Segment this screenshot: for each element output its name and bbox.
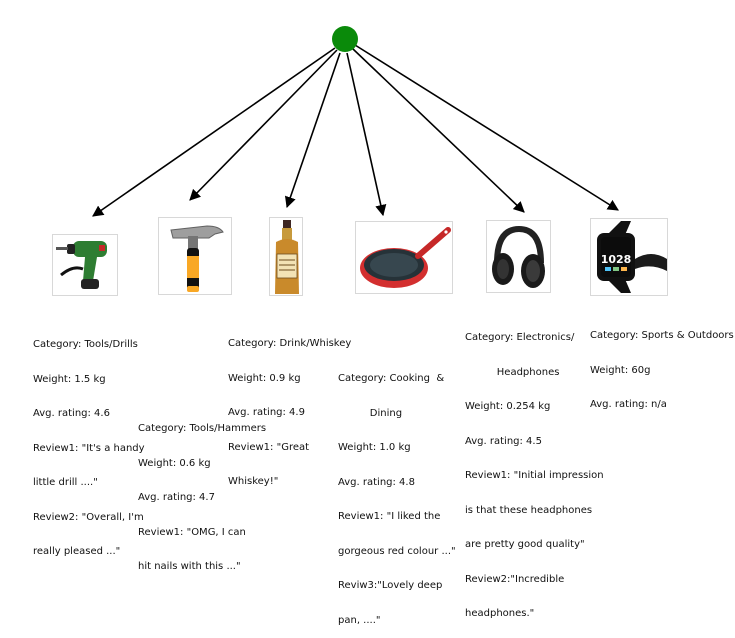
edges	[92, 44, 619, 217]
smartwatch-icon: 1028	[597, 221, 667, 293]
drill-icon	[56, 241, 107, 289]
hammer-icon	[170, 225, 224, 292]
pan-info-line: Category: Cooking &	[338, 373, 445, 384]
pan-info-line: Reviw3:"Lovely deep	[338, 580, 443, 591]
smartwatch-info-line: Weight: 60g	[590, 364, 651, 376]
pan-info-line: pan, ...."	[338, 614, 381, 626]
smartwatch-image: 1028	[590, 218, 668, 296]
pan-info-line: gorgeous red colour ..."	[338, 545, 456, 557]
pan-info-line: Avg. rating: 4.8	[338, 476, 415, 488]
drill-info-line: little drill ...."	[33, 477, 98, 488]
watch-time-text: 1028	[601, 253, 632, 266]
headphones-info-line: Headphones	[465, 366, 560, 378]
root-node	[332, 26, 358, 52]
drill-info-line: Review1: "It's a handy	[33, 442, 145, 454]
headphones-info-line: Category: Electronics/	[465, 332, 575, 343]
pan-image	[355, 221, 453, 294]
headphones-info-line: is that these headphones	[465, 504, 593, 516]
edge-drill	[92, 47, 336, 217]
whiskey-info-line: Review1: "Great	[228, 441, 310, 453]
headphones-info-line: Review1: "Initial impression	[465, 470, 604, 481]
drill-info-line: Review2: "Overall, I'm	[33, 511, 144, 523]
headphones-info-line: Avg. rating: 4.5	[465, 435, 542, 447]
headphones-info-line: Weight: 0.254 kg	[465, 401, 551, 412]
product-graph	[92, 26, 619, 217]
hammer-info-line: Weight: 0.6 kg	[138, 457, 211, 469]
hammer-info-line: Review1: "OMG, I can	[138, 526, 246, 538]
drill-image	[52, 234, 118, 296]
hammer-info-line: Category: Tools/Hammers	[138, 423, 267, 434]
pan-info-line: Review1: "I liked the	[338, 511, 441, 522]
whiskey-info-line: Weight: 0.9 kg	[228, 372, 301, 384]
drill-info-line: Avg. rating: 4.6	[33, 408, 110, 419]
smartwatch-info-line: Avg. rating: n/a	[590, 399, 667, 410]
headphones-info: Category: Electronics/ Headphones Weight…	[465, 309, 604, 631]
drill-info-line: Category: Tools/Drills	[33, 339, 138, 350]
whiskey-info: Category: Drink/Whiskey Weight: 0.9 kg A…	[228, 315, 351, 499]
drill-info-line: really pleased ..."	[33, 546, 121, 557]
whiskey-bottle-icon	[275, 220, 299, 294]
edge-smartwatch	[354, 44, 619, 211]
pan-info-line: Dining	[338, 407, 403, 419]
headphones-info-line: Review2:"Incredible	[465, 573, 565, 585]
smartwatch-info-line: Category: Sports & Outdoors	[590, 330, 734, 341]
edge-headphones	[352, 48, 525, 213]
pan-info: Category: Cooking & Dining Weight: 1.0 k…	[338, 350, 456, 638]
edge-hammer	[189, 49, 338, 201]
headphones-info-line: are pretty good quality"	[465, 539, 585, 550]
whiskey-image	[269, 217, 303, 296]
headphones-icon	[492, 225, 545, 288]
whiskey-info-line: Category: Drink/Whiskey	[228, 338, 352, 349]
hammer-image	[158, 217, 232, 295]
drill-info: Category: Tools/Drills Weight: 1.5 kg Av…	[33, 316, 145, 569]
headphones-info-line: headphones."	[465, 608, 535, 619]
edge-pan	[346, 52, 387, 217]
frying-pan-icon	[360, 227, 451, 288]
headphones-image	[486, 220, 551, 293]
hammer-info-line: hit nails with this ..."	[138, 561, 241, 572]
pan-info-line: Weight: 1.0 kg	[338, 442, 411, 453]
edge-whiskey	[284, 52, 341, 209]
smartwatch-info: Category: Sports & Outdoors Weight: 60g …	[590, 307, 734, 422]
whiskey-info-line: Avg. rating: 4.9	[228, 407, 305, 418]
drill-info-line: Weight: 1.5 kg	[33, 373, 106, 385]
